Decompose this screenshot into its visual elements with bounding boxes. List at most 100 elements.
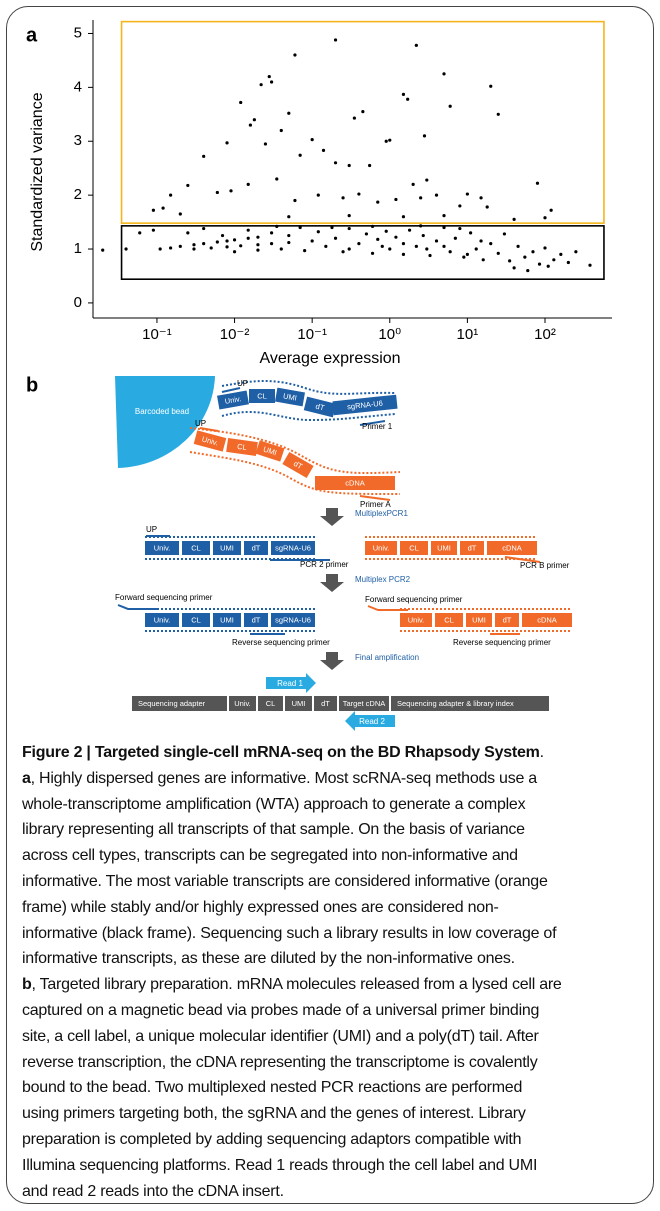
- point: [179, 245, 182, 248]
- point: [381, 245, 384, 248]
- point: [361, 110, 364, 113]
- x-tick-label: 10⁰: [378, 326, 401, 343]
- point: [303, 249, 306, 252]
- point: [264, 142, 267, 145]
- point: [247, 229, 250, 232]
- point: [376, 238, 379, 241]
- primer-arrow: [222, 388, 240, 392]
- bead-label: Barcoded bead: [135, 407, 189, 416]
- y-axis-label: Standardized variance: [29, 92, 46, 251]
- segment: Univ.: [194, 430, 227, 451]
- point: [368, 164, 371, 167]
- point: [287, 234, 290, 237]
- point: [179, 212, 182, 215]
- caption-text: informative transcripts, as these are di…: [22, 950, 515, 967]
- point: [247, 183, 250, 186]
- segment-label: cDNA: [502, 543, 522, 552]
- point: [408, 229, 411, 232]
- segment-label: dT: [252, 543, 261, 552]
- point: [428, 254, 431, 257]
- primer-label: Forward sequencing primer: [365, 595, 463, 604]
- point: [526, 269, 529, 272]
- point: [233, 238, 236, 241]
- point: [210, 246, 213, 249]
- read-label: Read 1: [277, 679, 303, 688]
- point: [516, 245, 519, 248]
- y-tick-label: 1: [74, 240, 82, 257]
- step-arrow: [320, 574, 344, 592]
- point: [402, 215, 405, 218]
- segment: dT: [244, 613, 268, 627]
- point: [523, 256, 526, 259]
- panel-label: b: [26, 374, 38, 396]
- caption-line: informative (black frame). Sequencing su…: [22, 921, 652, 947]
- point: [101, 249, 104, 252]
- segment-label: sgRNA-U6: [275, 615, 311, 624]
- caption-text: , Targeted library preparation. mRNA mol…: [32, 976, 562, 993]
- caption-text: bound to the bead. Two multiplexed neste…: [22, 1079, 522, 1096]
- point: [253, 118, 256, 121]
- caption-line: and read 2 reads into the cDNA insert.: [22, 1179, 652, 1205]
- caption-line: preparation is completed by adding seque…: [22, 1127, 652, 1153]
- segment-label: dT: [468, 543, 477, 552]
- point: [169, 246, 172, 249]
- point: [229, 189, 232, 192]
- point: [531, 250, 534, 253]
- point: [458, 227, 461, 230]
- point: [233, 250, 236, 253]
- point: [192, 247, 195, 250]
- point: [322, 149, 325, 152]
- caption-title-end: .: [540, 744, 544, 761]
- segment: CL: [400, 541, 428, 555]
- caption-line: informative. The most variable transcrip…: [22, 869, 652, 895]
- point: [348, 214, 351, 217]
- primer-label: Reverse sequencing primer: [232, 638, 330, 647]
- segment-label: Univ.: [408, 615, 425, 624]
- library-label: CL: [266, 699, 276, 708]
- caption-title: Figure 2 | Targeted single-cell mRNA-seq…: [22, 744, 540, 761]
- segment-label: CL: [444, 615, 454, 624]
- point: [186, 184, 189, 187]
- point: [538, 263, 541, 266]
- segment: dT: [460, 541, 484, 555]
- library-label: dT: [321, 699, 330, 708]
- point: [469, 231, 472, 234]
- point: [497, 252, 500, 255]
- point: [287, 215, 290, 218]
- point: [311, 239, 314, 242]
- step-arrow: [320, 508, 344, 526]
- point: [458, 204, 461, 207]
- segment: sgRNA-U6: [271, 613, 315, 627]
- point: [536, 182, 539, 185]
- point: [559, 253, 562, 256]
- primer-label: Reverse sequencing primer: [453, 638, 551, 647]
- caption-line: library representing all transcripts of …: [22, 817, 652, 843]
- point: [202, 242, 205, 245]
- segment-label: Univ.: [154, 615, 171, 624]
- primer-label: PCR B primer: [520, 561, 570, 570]
- point: [334, 38, 337, 41]
- y-tick-label: 4: [74, 78, 82, 95]
- point: [152, 229, 155, 232]
- caption-text: frame) while stably and/or highly expres…: [22, 899, 499, 916]
- point: [202, 155, 205, 158]
- caption-text: informative (black frame). Sequencing su…: [22, 925, 556, 942]
- caption-line: Figure 2 | Targeted single-cell mRNA-seq…: [22, 740, 652, 766]
- point: [202, 227, 205, 230]
- point: [442, 72, 445, 75]
- point: [334, 237, 337, 240]
- segment-label: Univ.: [373, 543, 390, 552]
- segment-label: CL: [237, 442, 248, 452]
- point: [497, 113, 500, 116]
- point: [161, 206, 164, 209]
- segment-label: dT: [503, 615, 512, 624]
- point: [442, 245, 445, 248]
- point: [462, 256, 465, 259]
- segment: CL: [249, 389, 275, 403]
- panel-label: a: [26, 24, 38, 46]
- caption-text: reverse transcription, the cDNA represen…: [22, 1054, 537, 1071]
- segment-label: CL: [409, 543, 419, 552]
- point: [550, 209, 553, 212]
- caption-line: a, Highly dispersed genes are informativ…: [22, 766, 652, 792]
- primer-label: PCR 2 primer: [300, 560, 349, 569]
